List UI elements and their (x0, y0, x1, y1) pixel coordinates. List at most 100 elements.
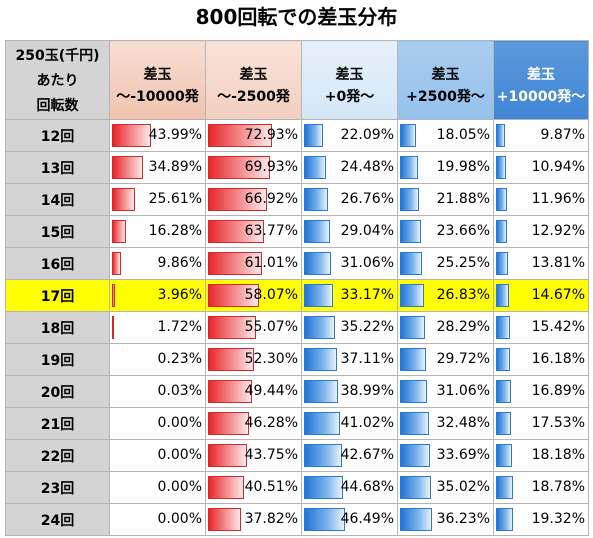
column-header-line-2: ～-2500発 (217, 89, 290, 105)
percent-bar (304, 316, 335, 339)
percent-bar (304, 284, 333, 307)
percent-value: 17.53% (531, 415, 585, 431)
table-body: 12回 43.99% 72.93% 22.09% 18.05% 9.87% 13回 34.89… (5, 119, 589, 536)
percent-value: 34.89% (148, 159, 202, 175)
percent-bar (304, 380, 338, 403)
value-cell: 0.23% (109, 343, 206, 376)
value-cell: 3.96% (109, 279, 206, 312)
percent-bar (400, 220, 421, 243)
value-cell: 12.92% (493, 215, 589, 248)
percent-value: 16.28% (148, 223, 202, 239)
percent-value: 44.68% (340, 479, 394, 495)
percent-value: 13.81% (531, 255, 585, 271)
percent-value: 40.51% (244, 479, 298, 495)
value-cell: 16.18% (493, 343, 589, 376)
percent-bar (400, 284, 424, 307)
column-header-line-1: 差玉 (431, 67, 460, 83)
row-label: 16回 (5, 247, 110, 280)
value-cell: 18.78% (493, 471, 589, 504)
percent-bar (400, 252, 422, 275)
row-label: 17回 (5, 279, 110, 312)
percent-value: 35.22% (340, 319, 394, 335)
percent-bar (304, 188, 328, 211)
percent-bar (208, 156, 270, 179)
value-cell: 16.89% (493, 375, 589, 408)
column-header: 差玉 ～-10000発 (109, 40, 206, 120)
value-cell: 29.04% (301, 215, 398, 248)
column-header: 差玉 ～-2500発 (205, 40, 302, 120)
column-header-line-2: +10000発～ (496, 89, 586, 105)
value-cell: 61.01% (205, 247, 302, 280)
percent-bar (304, 508, 345, 531)
value-cell: 44.68% (301, 471, 398, 504)
percent-bar (400, 348, 426, 371)
column-header-line-2: +2500発～ (406, 89, 485, 105)
value-cell: 46.28% (205, 407, 302, 440)
percent-value: 3.96% (157, 287, 202, 303)
value-cell: 24.48% (301, 151, 398, 184)
percent-bar (400, 444, 430, 467)
percent-value: 32.48% (436, 415, 490, 431)
value-cell: 46.49% (301, 503, 398, 536)
percent-value: 63.77% (244, 223, 298, 239)
percent-bar (400, 124, 416, 147)
value-cell: 49.44% (205, 375, 302, 408)
column-header: 差玉 +10000発～ (493, 40, 589, 120)
percent-value: 33.17% (340, 287, 394, 303)
table-row: 22回 0.00% 43.75% 42.67% 33.69% 18.18% (5, 439, 589, 472)
percent-bar (112, 316, 114, 339)
percent-value: 66.92% (244, 191, 298, 207)
column-header-line-1: 差玉 (239, 67, 268, 83)
percent-value: 26.83% (436, 287, 490, 303)
percent-value: 46.49% (340, 511, 394, 527)
percent-bar (112, 124, 151, 147)
value-cell: 52.30% (205, 343, 302, 376)
value-cell: 66.92% (205, 183, 302, 216)
value-cell: 0.00% (109, 471, 206, 504)
value-cell: 58.07% (205, 279, 302, 312)
percent-bar (400, 188, 419, 211)
percent-bar (400, 380, 427, 403)
percent-value: 43.75% (244, 447, 298, 463)
percent-bar (304, 220, 330, 243)
percent-value: 19.98% (436, 159, 490, 175)
value-cell: 35.22% (301, 311, 398, 344)
percent-value: 24.48% (340, 159, 394, 175)
percent-bar (304, 252, 331, 275)
table-row: 23回 0.00% 40.51% 44.68% 35.02% 18.78% (5, 471, 589, 504)
percent-value: 52.30% (244, 351, 298, 367)
page-title: 800回転での差玉分布 (195, 5, 398, 29)
table-row: 13回 34.89% 69.93% 24.48% 19.98% 10.94% (5, 151, 589, 184)
percent-value: 28.29% (436, 319, 490, 335)
row-label: 18回 (5, 311, 110, 344)
value-cell: 25.25% (397, 247, 494, 280)
value-cell: 41.02% (301, 407, 398, 440)
percent-bar (496, 124, 505, 147)
percent-bar (496, 380, 511, 403)
percent-value: 9.86% (157, 255, 202, 271)
header-row: 250玉(千円) あたり 回転数 差玉 ～-10000発 差玉 ～-2500発 … (5, 40, 589, 120)
header-label-line-1: 250玉(千円) (15, 47, 100, 64)
table-row: 17回 3.96% 58.07% 33.17% 26.83% 14.67% (5, 279, 589, 312)
value-cell: 55.07% (205, 311, 302, 344)
percent-value: 18.18% (531, 447, 585, 463)
distribution-table: 250玉(千円) あたり 回転数 差玉 ～-10000発 差玉 ～-2500発 … (5, 40, 589, 536)
value-cell: 43.99% (109, 119, 206, 152)
percent-value: 0.00% (157, 415, 202, 431)
column-header: 差玉 +0発～ (301, 40, 398, 120)
value-cell: 0.03% (109, 375, 206, 408)
percent-bar (496, 412, 511, 435)
percent-bar (496, 252, 508, 275)
table-row: 21回 0.00% 46.28% 41.02% 32.48% 17.53% (5, 407, 589, 440)
percent-bar (208, 284, 259, 307)
percent-bar (112, 252, 121, 275)
value-cell: 72.93% (205, 119, 302, 152)
row-label: 13回 (5, 151, 110, 184)
value-cell: 9.87% (493, 119, 589, 152)
value-cell: 22.09% (301, 119, 398, 152)
percent-bar (496, 444, 512, 467)
percent-bar (496, 156, 506, 179)
percent-value: 38.99% (340, 383, 394, 399)
value-cell: 21.88% (397, 183, 494, 216)
percent-bar (112, 188, 135, 211)
